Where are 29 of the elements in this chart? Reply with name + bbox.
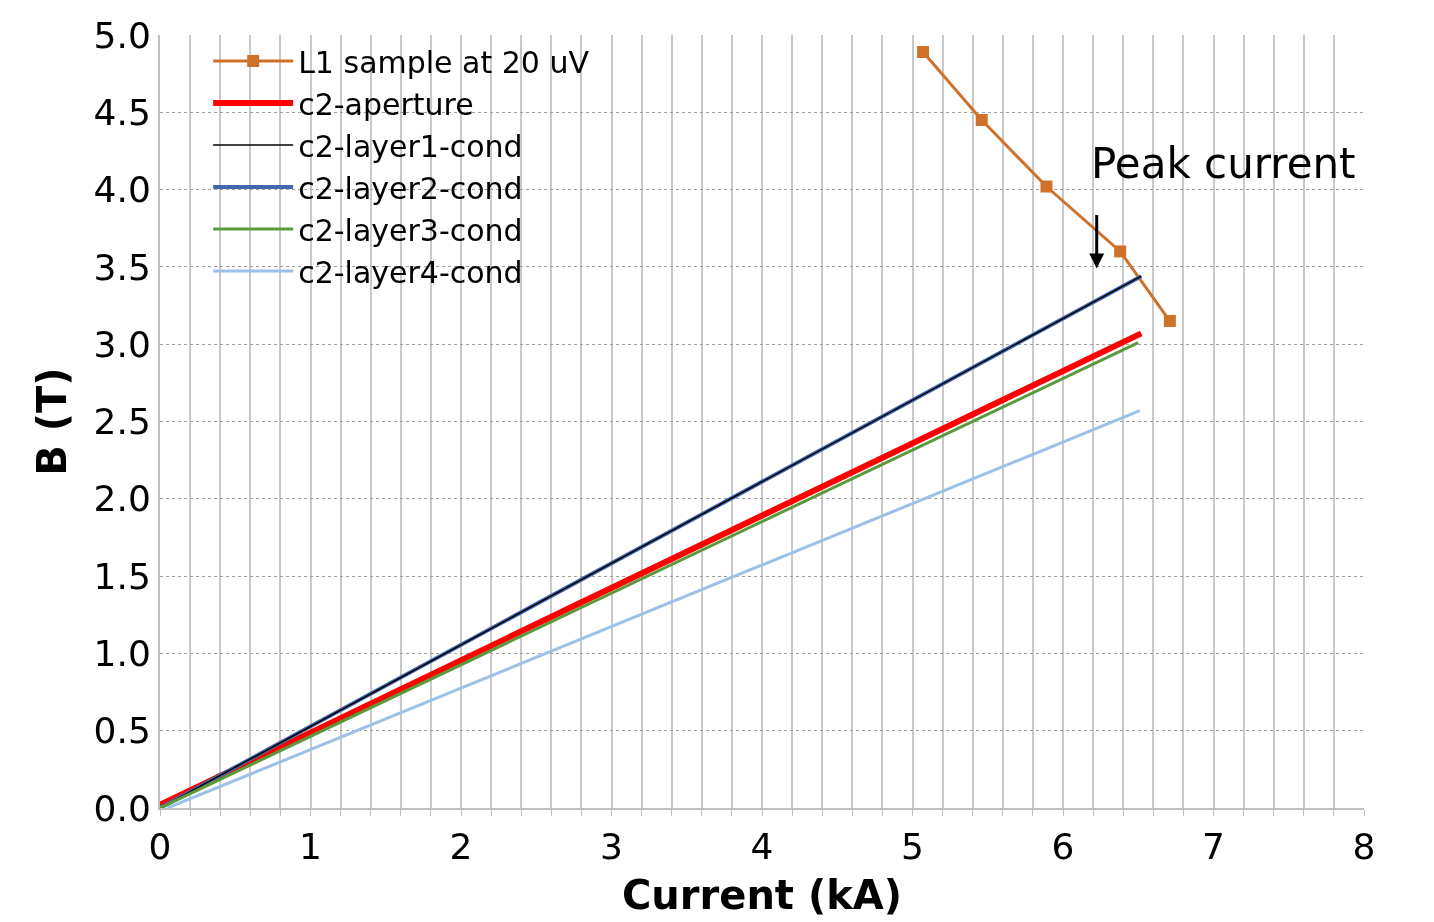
x-axis-title: Current (kA) xyxy=(621,872,903,919)
y-tick-label: 3.5 xyxy=(93,246,151,288)
x-tick-label: 8 xyxy=(1352,826,1376,868)
legend-label: L1 sample at 20 uV xyxy=(298,44,590,80)
y-tick-label: 3.0 xyxy=(93,323,151,365)
x-tick-label: 4 xyxy=(750,826,774,868)
legend-label: c2-aperture xyxy=(298,86,474,122)
y-axis-title: B (T) xyxy=(28,367,75,476)
y-tick-label: 0.5 xyxy=(93,710,151,752)
legend-label: c2-layer2-cond xyxy=(298,170,523,206)
y-tick-label: 2.0 xyxy=(93,478,151,520)
legend-label: c2-layer1-cond xyxy=(298,128,523,164)
x-tick-label: 1 xyxy=(299,826,322,868)
y-tick-label: 4.0 xyxy=(93,169,151,211)
legend-label: c2-layer4-cond xyxy=(298,254,523,290)
y-tick-label: 2.5 xyxy=(93,401,151,443)
y-tick-label: 4.5 xyxy=(93,91,151,133)
y-tick-label: 5.0 xyxy=(93,14,151,56)
legend-label: c2-layer3-cond xyxy=(298,212,523,248)
x-tick-label: 5 xyxy=(901,826,924,868)
annotation: Peak current xyxy=(1091,139,1356,188)
x-tick-label: 3 xyxy=(600,826,623,868)
y-tick-label: 1.0 xyxy=(93,633,151,674)
y-tick-label: 1.5 xyxy=(93,555,151,597)
x-tick-label: 2 xyxy=(449,826,473,868)
x-tick-label: 0 xyxy=(148,826,172,868)
y-tick-label: 0.0 xyxy=(93,787,151,829)
x-tick-label: 7 xyxy=(1202,826,1225,868)
x-tick-label: 6 xyxy=(1051,826,1075,868)
